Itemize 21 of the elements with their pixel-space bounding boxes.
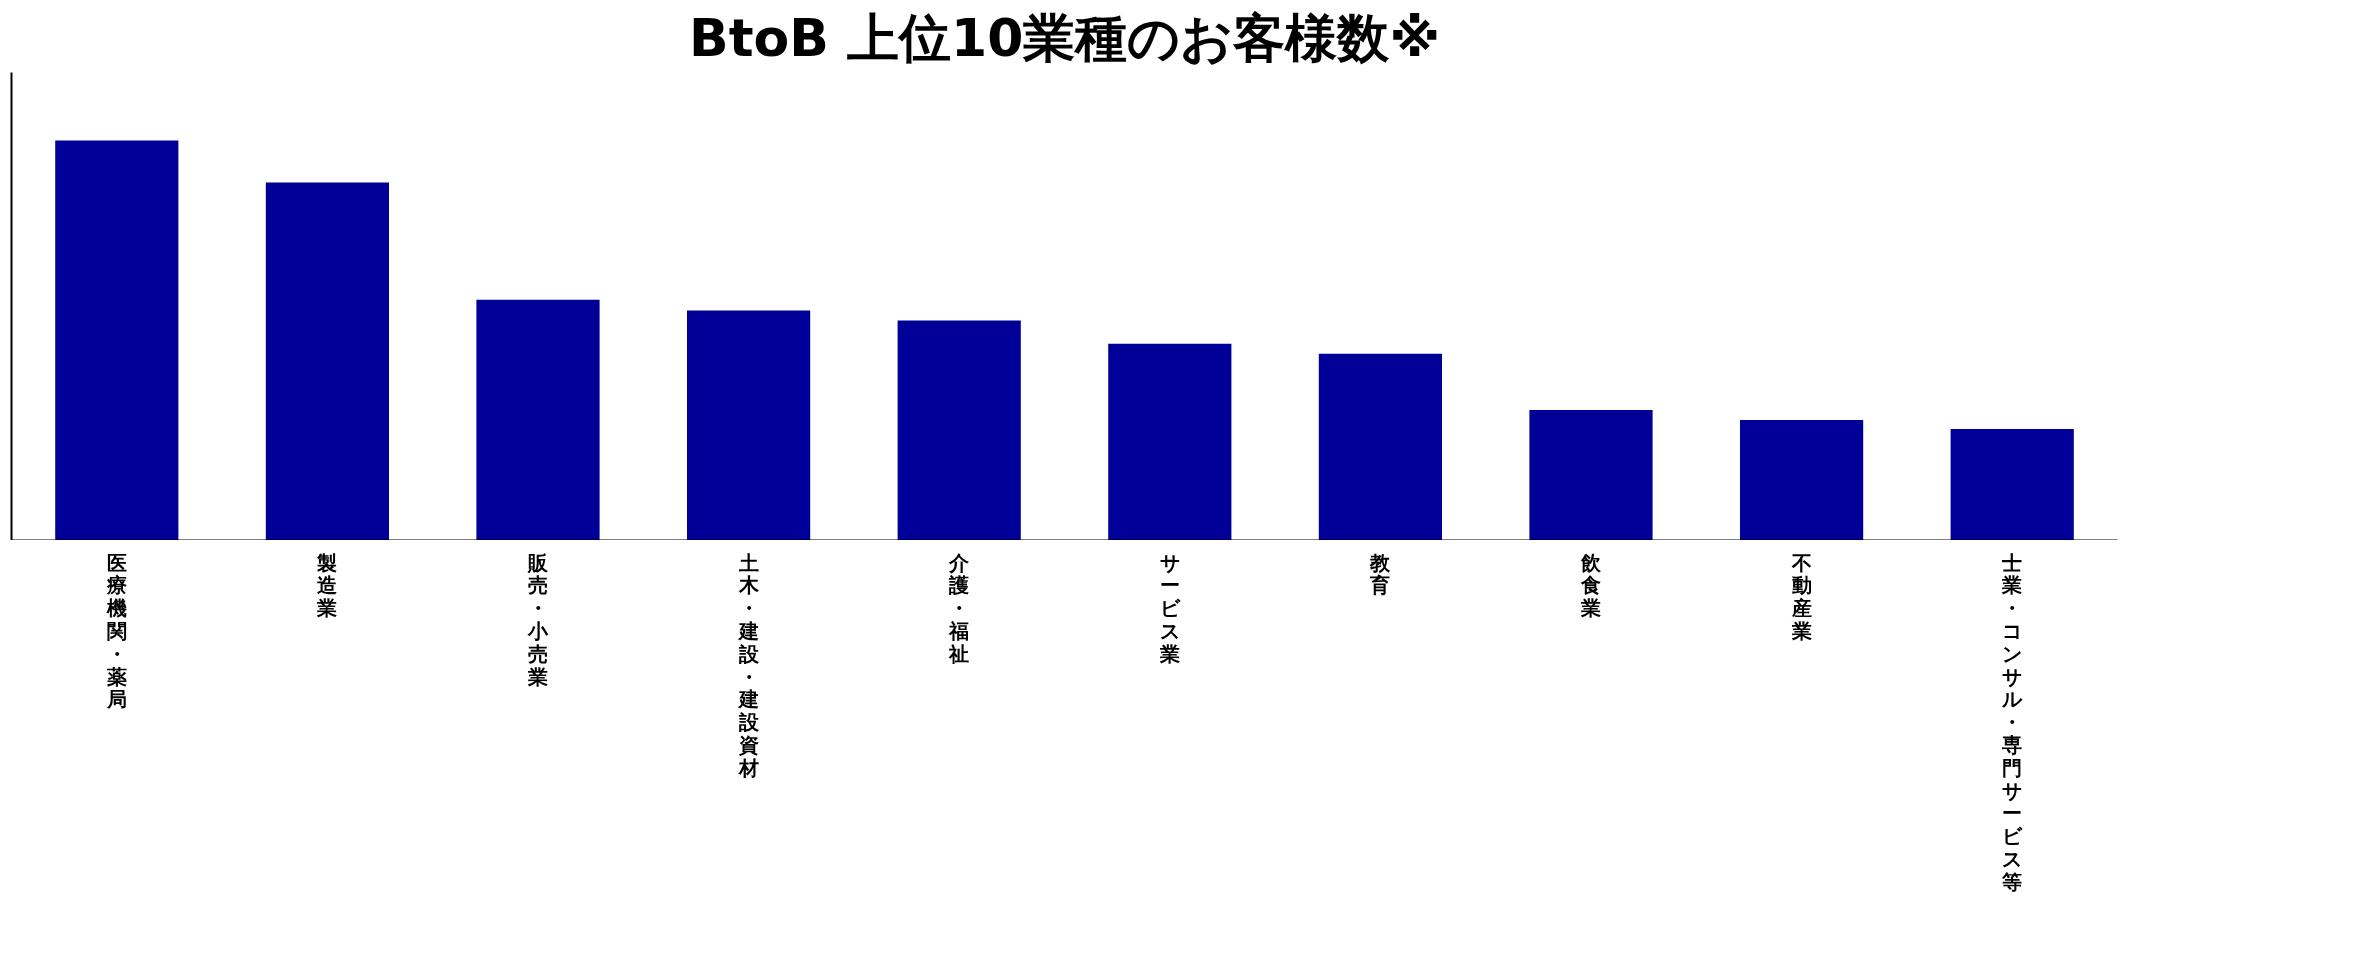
bar: [687, 310, 811, 540]
x-tick-label: 不動産業: [1790, 550, 1812, 643]
x-tick-label: 介護・福祉: [948, 550, 971, 666]
bar: [476, 299, 600, 540]
x-tick-label: 販売・小売業: [527, 550, 549, 689]
bar: [897, 320, 1021, 540]
x-tick-label: サービス業: [1158, 550, 1181, 666]
bar: [1108, 343, 1232, 540]
x-tick-label: 教育: [1369, 550, 1392, 598]
x-tick-label: 飲食業: [1580, 550, 1602, 621]
category-label: 土木・建設・建設資材: [738, 550, 759, 780]
bar: [1740, 420, 1864, 540]
bar: [1950, 428, 2074, 540]
x-tick-label: 製造業: [316, 550, 338, 621]
bar: [55, 140, 179, 540]
chart-title: BtoB 上位10業種のお客様数※: [689, 7, 1440, 68]
bar: [1318, 353, 1442, 540]
bar: [265, 182, 389, 540]
category-label: 士業・コンサル・専門サービス等: [2002, 550, 2023, 894]
bar: [1529, 410, 1653, 540]
x-tick-label: 医療機関・薬局: [105, 550, 127, 712]
